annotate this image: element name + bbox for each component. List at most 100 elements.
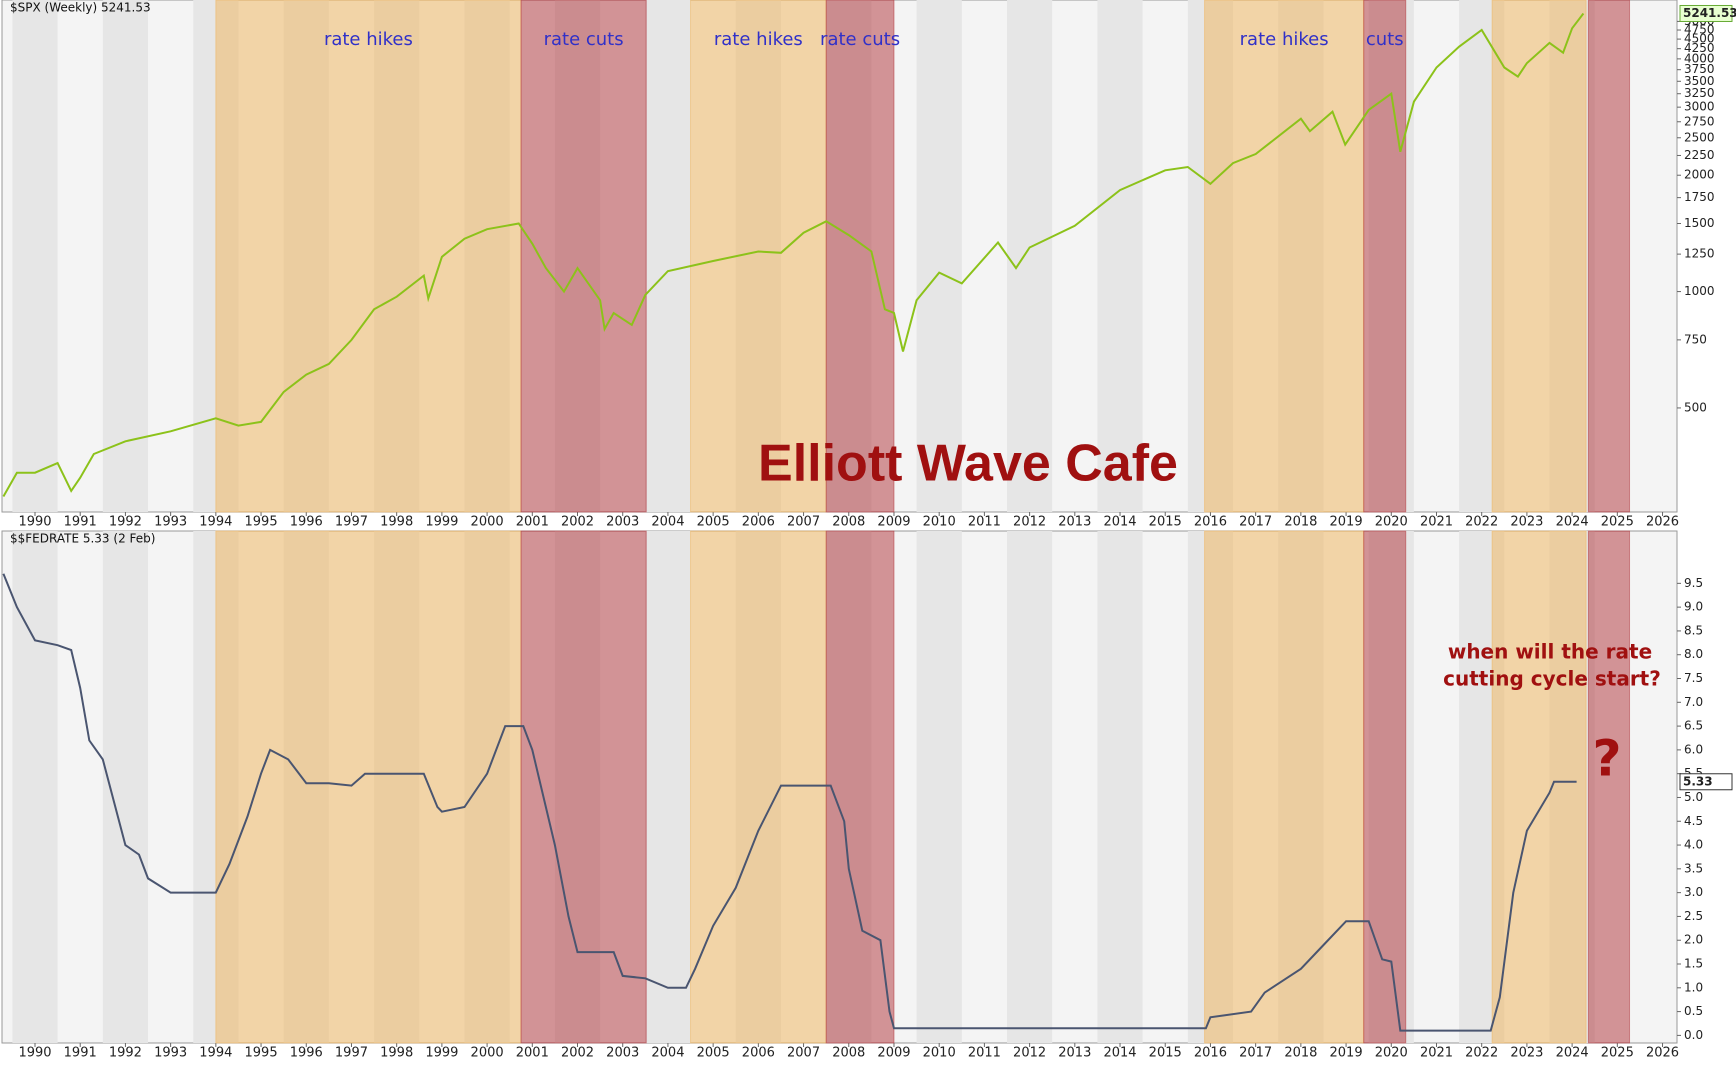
region-label: cuts xyxy=(1366,29,1404,50)
region xyxy=(520,0,647,513)
x-tick-label: 2007 xyxy=(787,515,820,530)
year-band xyxy=(102,0,149,512)
x-tick-label: 2025 xyxy=(1601,1046,1634,1061)
y-tick-label: 4.5 xyxy=(1684,814,1703,828)
x-tick-label: 1996 xyxy=(290,515,323,530)
x-tick-label: 2007 xyxy=(787,1046,820,1061)
x-tick-label: 2006 xyxy=(742,1046,775,1061)
x-tick-label: 1994 xyxy=(199,1046,232,1061)
region xyxy=(825,0,895,513)
region xyxy=(1204,0,1365,513)
last-value: 5.33 xyxy=(1683,774,1713,788)
y-tick-label: 1.0 xyxy=(1684,980,1703,994)
x-tick-label: 1991 xyxy=(64,515,97,530)
x-tick-label: 2017 xyxy=(1239,515,1272,530)
x-tick-label: 2001 xyxy=(516,515,549,530)
y-tick-label: 1000 xyxy=(1684,284,1715,298)
y-tick-label: 2.0 xyxy=(1684,933,1703,947)
region-label: rate hikes xyxy=(714,29,803,50)
x-tick-label: 1994 xyxy=(199,515,232,530)
region-label: rate hikes xyxy=(324,29,413,50)
y-tick-label: 8.5 xyxy=(1684,623,1703,637)
y-tick-label: 2.5 xyxy=(1684,909,1703,923)
year-band xyxy=(645,531,691,1043)
last-value-badge xyxy=(1679,773,1733,791)
year-band xyxy=(12,531,58,1043)
year-band xyxy=(1097,531,1143,1043)
x-tick-label: 1990 xyxy=(18,515,51,530)
x-tick-label: 2009 xyxy=(877,1046,910,1061)
x-tick-label: 2026 xyxy=(1646,515,1679,530)
y-tick-label: 9.0 xyxy=(1684,600,1703,614)
x-tick-label: 2019 xyxy=(1330,1046,1363,1061)
y-tick-label: 4750 xyxy=(1684,23,1715,37)
region xyxy=(1363,0,1407,513)
x-tick-label: 2014 xyxy=(1103,1046,1136,1061)
x-tick-label: 2004 xyxy=(651,515,684,530)
y-tick-label: 1.5 xyxy=(1684,957,1703,971)
region xyxy=(1491,530,1587,1044)
y-tick-label: 3250 xyxy=(1684,86,1715,100)
region xyxy=(1491,0,1587,513)
y-tick-label: 2000 xyxy=(1684,168,1715,182)
region-label: rate cuts xyxy=(820,29,900,50)
x-tick-label: 2018 xyxy=(1284,1046,1317,1061)
year-band xyxy=(1007,531,1053,1043)
y-tick-label: 750 xyxy=(1684,332,1707,346)
y-tick-label: 6.5 xyxy=(1684,719,1703,733)
y-tick-label: 3000 xyxy=(1684,100,1715,114)
x-tick-label: 2014 xyxy=(1103,515,1136,530)
y-tick-label: 0.0 xyxy=(1684,1028,1703,1042)
region xyxy=(1363,530,1407,1044)
x-tick-label: 2005 xyxy=(697,515,730,530)
last-value-badge xyxy=(1679,4,1733,22)
y-tick-label: 500 xyxy=(1684,400,1707,414)
x-tick-label: 1999 xyxy=(425,515,458,530)
x-tick-label: 1992 xyxy=(109,1046,142,1061)
last-value: 5241.53 xyxy=(1683,6,1736,20)
y-tick-label: 4250 xyxy=(1684,41,1715,55)
x-tick-label: 2002 xyxy=(561,1046,594,1061)
y-tick-label: 6.0 xyxy=(1684,742,1703,756)
annotation: cutting cycle start? xyxy=(1443,667,1661,691)
y-tick-label: 4500 xyxy=(1684,32,1715,46)
year-band xyxy=(1097,0,1143,512)
y-tick-label: 1500 xyxy=(1684,216,1715,230)
x-tick-label: 2011 xyxy=(968,515,1001,530)
y-tick-label: 2500 xyxy=(1684,130,1715,144)
x-tick-label: 2000 xyxy=(471,1046,504,1061)
x-tick-label: 2011 xyxy=(968,1046,1001,1061)
year-band xyxy=(645,0,691,512)
x-tick-label: 2017 xyxy=(1239,1046,1272,1061)
region xyxy=(215,530,522,1044)
x-tick-label: 2026 xyxy=(1646,1046,1679,1061)
x-tick-label: 1991 xyxy=(64,1046,97,1061)
x-tick-label: 2016 xyxy=(1194,1046,1227,1061)
region xyxy=(690,530,827,1044)
y-tick-label: 9.5 xyxy=(1684,576,1703,590)
y-tick-label: 1750 xyxy=(1684,190,1715,204)
x-tick-label: 2020 xyxy=(1375,515,1408,530)
x-tick-label: 2002 xyxy=(561,515,594,530)
y-tick-label: 3750 xyxy=(1684,62,1715,76)
x-tick-label: 2010 xyxy=(923,1046,956,1061)
x-tick-label: 2003 xyxy=(606,1046,639,1061)
y-tick-label: 0.5 xyxy=(1684,1004,1703,1018)
y-tick-label: 2250 xyxy=(1684,148,1715,162)
y-tick-label: 4.0 xyxy=(1684,838,1703,852)
x-tick-label: 1997 xyxy=(335,1046,368,1061)
x-tick-label: 2019 xyxy=(1330,515,1363,530)
region xyxy=(1587,530,1631,1044)
region xyxy=(520,530,647,1044)
x-tick-label: 2008 xyxy=(832,1046,865,1061)
x-tick-label: 2009 xyxy=(877,515,910,530)
x-tick-label: 1996 xyxy=(290,1046,323,1061)
x-tick-label: 2013 xyxy=(1058,515,1091,530)
x-tick-label: 2018 xyxy=(1284,515,1317,530)
x-tick-label: 1997 xyxy=(335,515,368,530)
x-tick-label: 2006 xyxy=(742,515,775,530)
year-band xyxy=(916,531,962,1043)
x-tick-label: 2001 xyxy=(516,1046,549,1061)
region xyxy=(215,0,522,513)
